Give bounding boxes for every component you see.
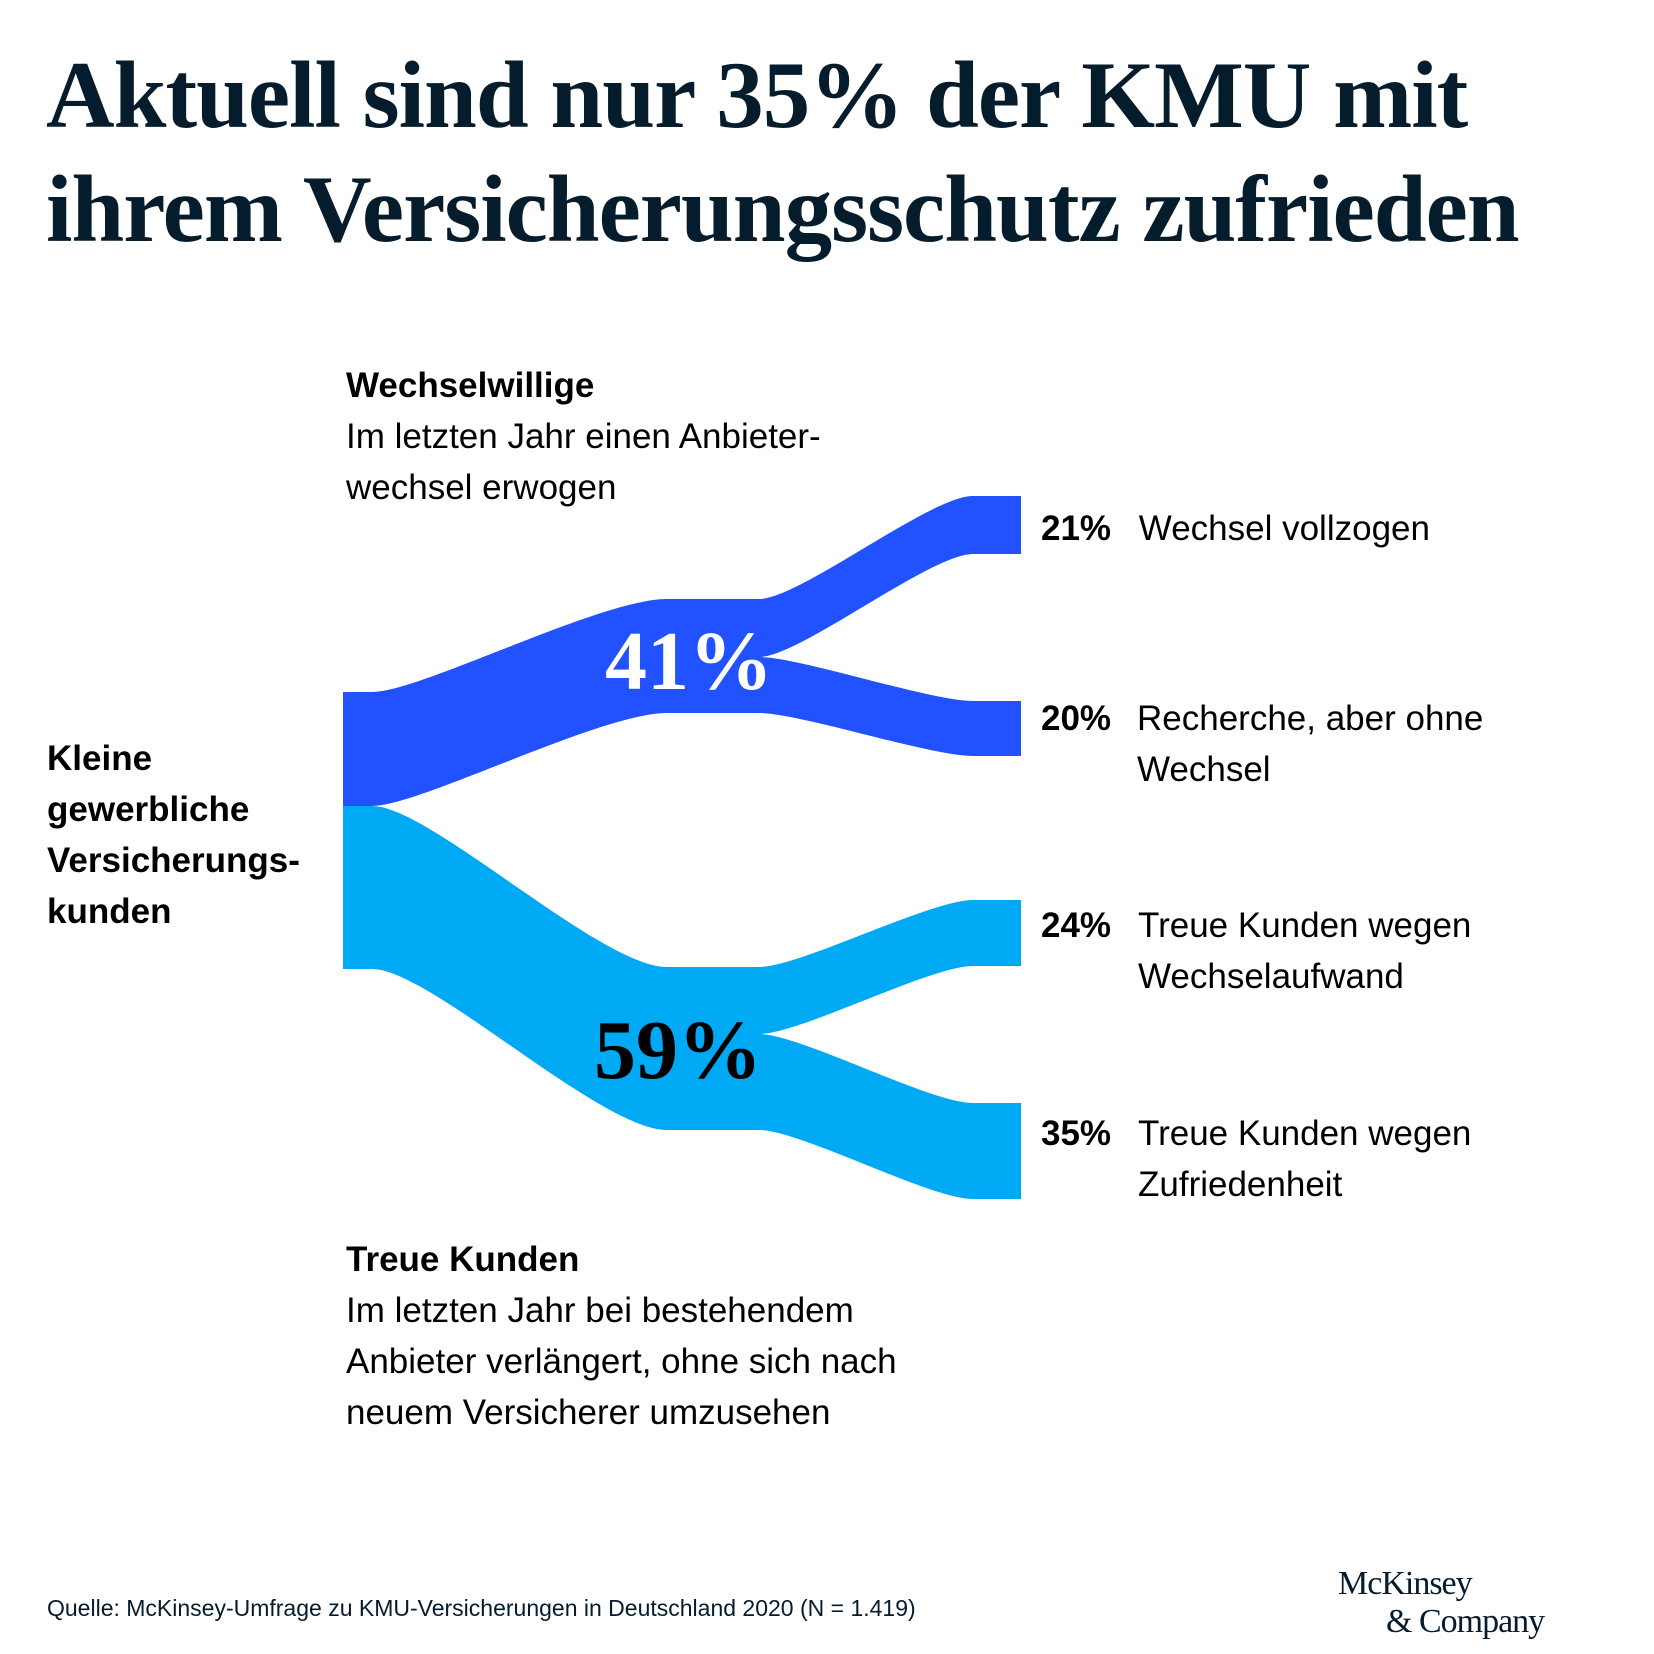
title-line-2: ihrem Versicherungsschutz zufrieden [46, 156, 1520, 262]
outcome-label: Treue Kunden wegen Wechselaufwand [1138, 900, 1471, 1002]
switchers-heading: Wechselwillige [346, 366, 595, 405]
outcome-label: Recherche, aber ohne Wechsel [1137, 693, 1483, 795]
loyal-annotation: Treue Kunden Im letzten Jahr bei bestehe… [346, 1234, 897, 1438]
loyal-desc-1: Im letzten Jahr bei bestehendem [346, 1291, 854, 1330]
outcome-label-line-2: Wechsel [1137, 750, 1271, 789]
outcome-label: Treue Kunden wegen Zufriedenheit [1138, 1108, 1471, 1210]
flow-loyal [343, 806, 1021, 1199]
outcome-pct: 20% [1041, 699, 1112, 738]
switchers-value-label: 41% [605, 615, 773, 708]
outcome-label-line-2: Zufriedenheit [1138, 1165, 1343, 1204]
outcome-pct: 21% [1041, 509, 1112, 548]
outcome-pct: 35% [1041, 1114, 1112, 1153]
outcome-0: 21% Wechsel vollzogen [1041, 503, 1430, 554]
logo-line-2: & Company [1386, 1603, 1545, 1640]
outcome-label: Wechsel vollzogen [1138, 509, 1430, 548]
switchers-annotation: Wechselwillige Im letzten Jahr einen Anb… [346, 360, 821, 513]
page-title: Aktuell sind nur 35% der KMU mit ihrem V… [46, 38, 1520, 266]
outcome-1: 20% Recherche, aber ohne Wechsel [1041, 693, 1483, 789]
title-line-1: Aktuell sind nur 35% der KMU mit [46, 42, 1468, 148]
flow-switchers [343, 496, 1021, 806]
loyal-desc-2: Anbieter verlängert, ohne sich nach [346, 1342, 897, 1381]
outcome-3: 35% Treue Kunden wegen Zufriedenheit [1041, 1108, 1471, 1204]
loyal-value-label: 59% [594, 1004, 762, 1097]
source-footnote: Quelle: McKinsey-Umfrage zu KMU-Versiche… [47, 1595, 916, 1621]
loyal-desc-3: neuem Versicherer umzusehen [346, 1393, 831, 1432]
outcome-label-line-1: Recherche, aber ohne [1137, 699, 1484, 738]
loyal-heading: Treue Kunden [346, 1240, 580, 1279]
mckinsey-logo: McKinsey & Company [1338, 1565, 1545, 1641]
outcome-2: 24% Treue Kunden wegen Wechselaufwand [1041, 900, 1471, 996]
outcome-label-line-2: Wechselaufwand [1138, 957, 1404, 996]
source-node-label: Kleine gewerbliche Versicherungs- kunden [47, 733, 300, 937]
outcome-label-line-1: Treue Kunden wegen [1138, 1114, 1472, 1153]
source-line-3: Versicherungs- [47, 841, 300, 880]
source-line-2: gewerbliche [47, 790, 250, 829]
source-line-4: kunden [47, 892, 172, 931]
source-line-1: Kleine [47, 739, 153, 778]
logo-line-1: McKinsey [1338, 1565, 1473, 1602]
outcome-label-line-1: Treue Kunden wegen [1138, 906, 1472, 945]
switchers-desc-1: Im letzten Jahr einen Anbieter- [346, 417, 821, 456]
outcome-pct: 24% [1041, 906, 1112, 945]
switchers-desc-2: wechsel erwogen [346, 468, 617, 507]
